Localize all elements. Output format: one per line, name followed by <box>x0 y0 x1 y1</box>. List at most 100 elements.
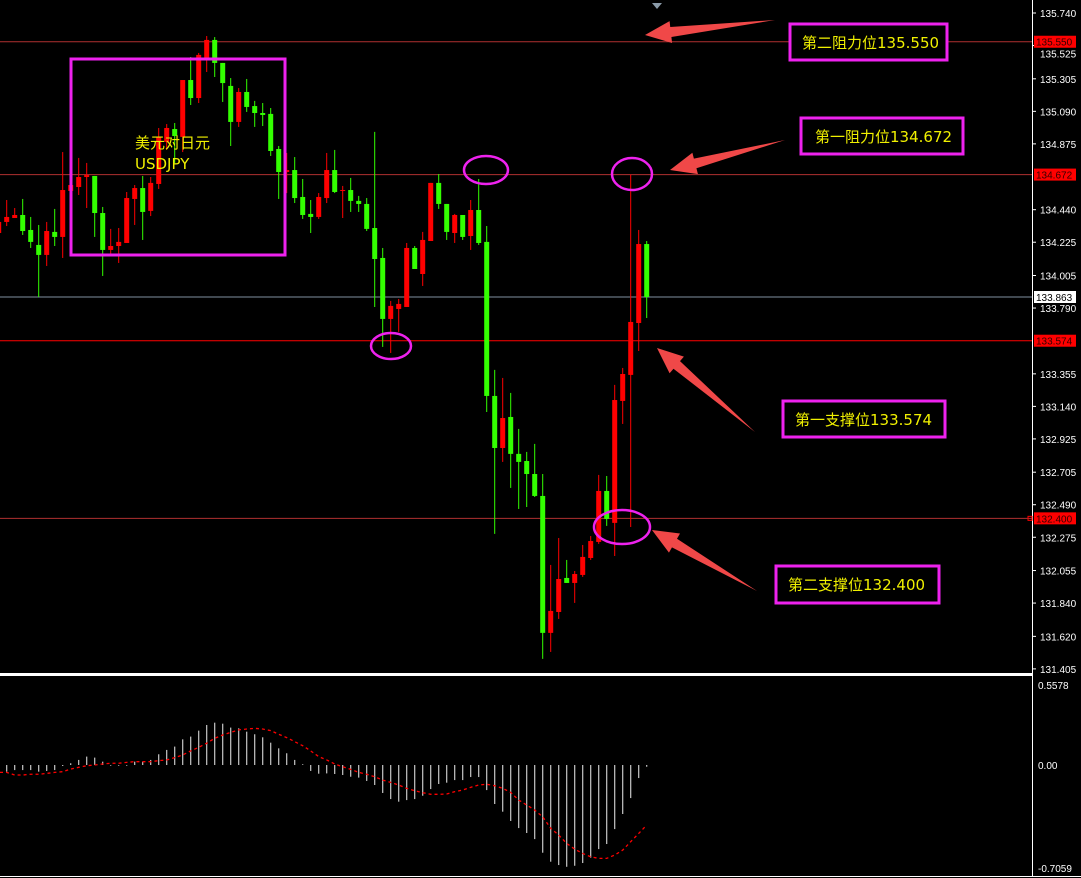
candle-body <box>156 136 162 184</box>
candle-body <box>428 182 434 242</box>
price-tick-label: 134.225 <box>1040 238 1077 249</box>
bull-candle <box>196 52 202 104</box>
symbol-label: 美元对日元 <box>135 134 210 152</box>
bear-candle <box>524 451 530 507</box>
candle-body <box>556 579 562 612</box>
price-tick-label: 135.740 <box>1040 9 1077 20</box>
bear-candle <box>92 175 98 237</box>
candle-body <box>284 170 290 173</box>
candle-body <box>468 209 474 237</box>
bear-candle <box>244 78 250 112</box>
candle-body <box>20 214 26 232</box>
bull-candle <box>548 564 554 652</box>
shift-marker-icon[interactable] <box>652 3 662 9</box>
level-price-tag <box>1034 334 1076 347</box>
candle-body <box>292 170 298 199</box>
bear-candle <box>564 559 570 583</box>
bull-candle <box>612 384 618 557</box>
bear-candle <box>308 200 314 233</box>
candle-body <box>116 241 122 247</box>
candle-body <box>0 221 2 233</box>
bear-candle <box>460 214 466 240</box>
bear-candle <box>356 195 362 212</box>
bull-candle <box>284 152 290 194</box>
bull-candle <box>388 300 394 353</box>
panel-separator[interactable] <box>0 673 1032 676</box>
candle-body <box>244 91 250 107</box>
bull-candle <box>204 35 210 73</box>
bear-candle <box>20 198 26 235</box>
bear-candle <box>292 157 298 204</box>
candle-body <box>324 170 330 199</box>
bear-candle <box>444 203 450 240</box>
candle-body <box>628 321 634 375</box>
bear-candle <box>476 178 482 245</box>
candle-body <box>492 395 498 448</box>
candle-body <box>212 39 218 63</box>
bear-candle <box>172 122 178 163</box>
bull-candle <box>4 200 10 227</box>
candle-body <box>452 214 458 233</box>
candle-body <box>548 610 554 633</box>
arrow-icon <box>652 530 757 591</box>
bear-candle <box>364 198 370 232</box>
bull-candle <box>636 229 642 352</box>
bull-candle <box>556 538 562 619</box>
bull-candle <box>572 570 578 603</box>
candle-body <box>348 190 354 201</box>
bull-candle <box>580 544 586 577</box>
bull-candle <box>628 174 634 527</box>
bull-candle <box>620 367 626 424</box>
level-price-tag <box>1034 512 1076 525</box>
candle-body <box>108 246 114 250</box>
level-box <box>799 116 965 156</box>
price-tick-label: 135.525 <box>1040 50 1077 61</box>
candle-body <box>84 175 90 178</box>
candle-body <box>44 231 50 255</box>
bull-candle <box>60 152 66 258</box>
candle-body <box>100 213 106 250</box>
price-tick-label: 134.005 <box>1040 272 1077 283</box>
bull-candle <box>500 377 506 462</box>
candle-body <box>572 574 578 583</box>
candle-body <box>132 188 138 199</box>
bear-candle <box>436 173 442 209</box>
price-tick-label: 132.055 <box>1040 567 1077 578</box>
candle-body <box>140 188 146 212</box>
candle-body <box>620 374 626 401</box>
candle-body <box>332 170 338 192</box>
candle-body <box>540 495 546 633</box>
level-price-tag <box>1034 35 1076 48</box>
candle-body <box>228 85 234 122</box>
candle-body <box>204 39 210 58</box>
candle-body <box>524 460 530 475</box>
bull-candle <box>404 242 410 307</box>
level-price-label: 132.400 <box>1036 514 1073 525</box>
bull-candle <box>132 185 138 225</box>
bear-candle <box>36 224 42 297</box>
level-price-label: 134.672 <box>1036 171 1073 182</box>
candle-body <box>580 556 586 575</box>
symbol-code: USDJPY <box>135 155 190 173</box>
bear-candle <box>348 177 354 212</box>
price-tick-label: 134.875 <box>1040 140 1077 151</box>
candle-body <box>188 80 194 99</box>
candle-body <box>476 209 482 243</box>
indicator-tick-label: 0.00 <box>1038 761 1058 772</box>
candle-body <box>36 244 42 255</box>
bear-candle <box>28 216 34 248</box>
bull-candle <box>84 162 90 209</box>
bull-candle <box>396 298 402 332</box>
bull-candle <box>148 177 154 217</box>
symbol-highlight-box <box>69 57 287 257</box>
bear-candle <box>276 145 282 199</box>
bear-candle <box>260 103 266 127</box>
bear-candle <box>644 241 650 319</box>
candle-body <box>316 196 322 217</box>
bull-candle <box>180 80 186 153</box>
resistance-1-label: 第一阻力位134.672 <box>815 128 952 146</box>
candle-body <box>12 214 18 219</box>
level-box <box>781 399 947 439</box>
candle-body <box>4 216 10 222</box>
price-tick-label: 132.275 <box>1040 533 1077 544</box>
